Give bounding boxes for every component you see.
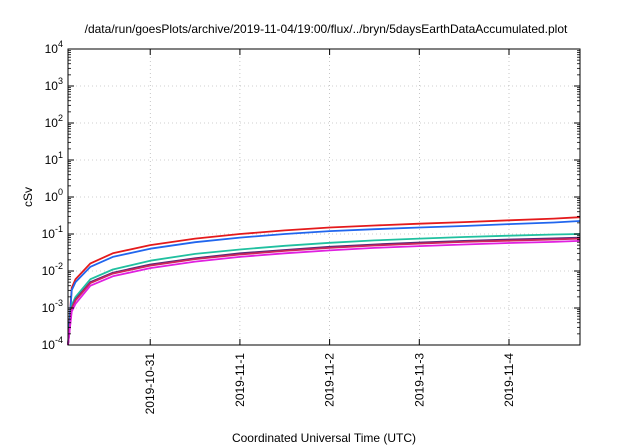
y-tick-label: 10-2 xyxy=(42,261,63,278)
series-line-1 xyxy=(67,216,581,346)
series-line-6 xyxy=(67,240,581,346)
gridlines xyxy=(68,48,580,346)
series-line-2 xyxy=(67,220,581,346)
series-line-4 xyxy=(67,236,581,346)
axis-ticks xyxy=(68,48,580,346)
x-tick-label: 2019-11-4 xyxy=(502,353,516,407)
y-tick-label: 10-3 xyxy=(42,298,63,315)
y-tick-label: 100 xyxy=(45,187,63,204)
x-axis-tick-labels: 2019-10-31 2019-11-1 2019-11-2 2019-11-3 201… xyxy=(143,353,516,415)
x-tick-label: 2019-11-2 xyxy=(323,353,337,407)
x-tick-label: 2019-11-1 xyxy=(233,353,247,407)
x-axis-label: Coordinated Universal Time (UTC) xyxy=(232,431,416,445)
x-tick-label: 2019-10-31 xyxy=(143,353,157,415)
chart-title: /data/run/goesPlots/archive/2019-11-04/1… xyxy=(85,22,568,36)
y-axis-tick-labels: 10-4 10-3 10-2 10-1 100 101 102 103 104 xyxy=(42,39,63,352)
y-tick-label: 103 xyxy=(45,76,63,93)
y-tick-label: 104 xyxy=(45,39,63,56)
y-tick-label: 10-1 xyxy=(42,224,63,241)
series-lines xyxy=(67,216,581,346)
series-line-3 xyxy=(67,233,581,346)
y-axis-label: cSv xyxy=(21,187,35,207)
y-tick-label: 101 xyxy=(45,150,63,167)
y-tick-label: 10-4 xyxy=(42,335,63,352)
y-tick-label: 102 xyxy=(45,113,63,130)
x-tick-label: 2019-11-3 xyxy=(412,353,426,407)
series-line-5 xyxy=(67,237,581,346)
